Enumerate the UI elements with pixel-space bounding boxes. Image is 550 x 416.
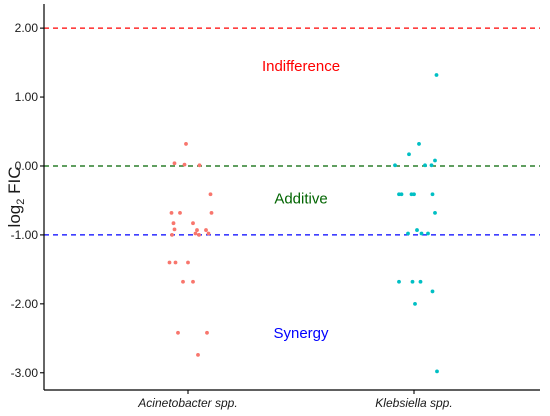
data-point-0-15 bbox=[170, 233, 174, 237]
data-point-0-3 bbox=[197, 163, 202, 168]
y-tick-label-0: 2.00 bbox=[15, 21, 39, 35]
data-point-0-8 bbox=[171, 221, 176, 226]
annotation-synergy: Synergy bbox=[273, 325, 329, 342]
data-point-0-13 bbox=[193, 231, 198, 236]
data-point-1-4 bbox=[393, 163, 397, 168]
data-point-0-19 bbox=[186, 260, 190, 265]
data-point-0-24 bbox=[196, 352, 200, 357]
data-point-1-1 bbox=[417, 142, 421, 146]
x-tick-label-0: Acinetobacter spp. bbox=[137, 396, 237, 410]
data-point-1-13 bbox=[415, 228, 419, 232]
data-point-1-14 bbox=[406, 231, 410, 236]
data-point-1-15 bbox=[419, 231, 424, 236]
data-point-1-12 bbox=[433, 210, 437, 215]
data-point-0-5 bbox=[169, 210, 174, 215]
data-point-0-16 bbox=[197, 233, 201, 237]
data-points bbox=[167, 73, 439, 374]
data-point-0-4 bbox=[208, 192, 213, 197]
data-point-1-20 bbox=[430, 289, 435, 294]
data-point-0-2 bbox=[182, 162, 187, 167]
data-point-0-10 bbox=[172, 227, 177, 232]
data-point-1-22 bbox=[435, 369, 439, 374]
axes: 2.00 1.00 0.00 -1.00 -2.00 -3.00 Acinetobacter… bbox=[11, 4, 540, 410]
data-point-0-14 bbox=[206, 231, 211, 236]
y-axis-title: log2 FIC bbox=[5, 167, 27, 228]
data-point-0-12 bbox=[204, 228, 208, 232]
annotation-additive: Additive bbox=[274, 190, 327, 207]
data-point-0-20 bbox=[181, 279, 185, 284]
data-point-0-21 bbox=[191, 279, 195, 284]
data-point-0-7 bbox=[209, 210, 214, 215]
region-annotations: Indifference Additive Synergy bbox=[262, 58, 340, 342]
data-point-1-18 bbox=[410, 279, 415, 284]
data-point-0-23 bbox=[205, 330, 209, 335]
data-point-0-11 bbox=[195, 228, 199, 232]
data-point-0-1 bbox=[172, 161, 177, 166]
data-point-1-5 bbox=[423, 163, 427, 168]
data-point-0-17 bbox=[167, 260, 172, 265]
data-point-1-2 bbox=[407, 152, 411, 157]
data-point-0-6 bbox=[178, 210, 182, 215]
data-point-1-6 bbox=[429, 163, 434, 168]
data-point-1-10 bbox=[412, 192, 416, 197]
y-tick-label-4: -2.00 bbox=[11, 297, 39, 311]
x-tick-label-1: Klebsiella spp. bbox=[375, 396, 452, 410]
data-point-1-8 bbox=[399, 192, 404, 197]
data-point-1-16 bbox=[426, 231, 430, 236]
data-point-1-0 bbox=[434, 73, 439, 77]
data-point-0-18 bbox=[173, 260, 178, 265]
data-point-1-19 bbox=[418, 279, 423, 284]
data-point-0-9 bbox=[191, 221, 195, 226]
data-point-1-11 bbox=[430, 192, 435, 197]
data-point-1-21 bbox=[413, 301, 417, 306]
data-point-0-0 bbox=[184, 142, 188, 146]
y-tick-label-3: -1.00 bbox=[11, 228, 39, 242]
reference-lines bbox=[44, 27, 540, 236]
y-tick-label-5: -3.00 bbox=[11, 366, 39, 380]
data-point-0-22 bbox=[176, 330, 180, 335]
y-tick-label-2: 0.00 bbox=[15, 159, 39, 173]
annotation-indifference: Indifference bbox=[262, 58, 340, 75]
data-point-1-17 bbox=[397, 279, 401, 284]
y-tick-label-1: 1.00 bbox=[15, 90, 39, 104]
data-point-1-3 bbox=[433, 158, 437, 163]
